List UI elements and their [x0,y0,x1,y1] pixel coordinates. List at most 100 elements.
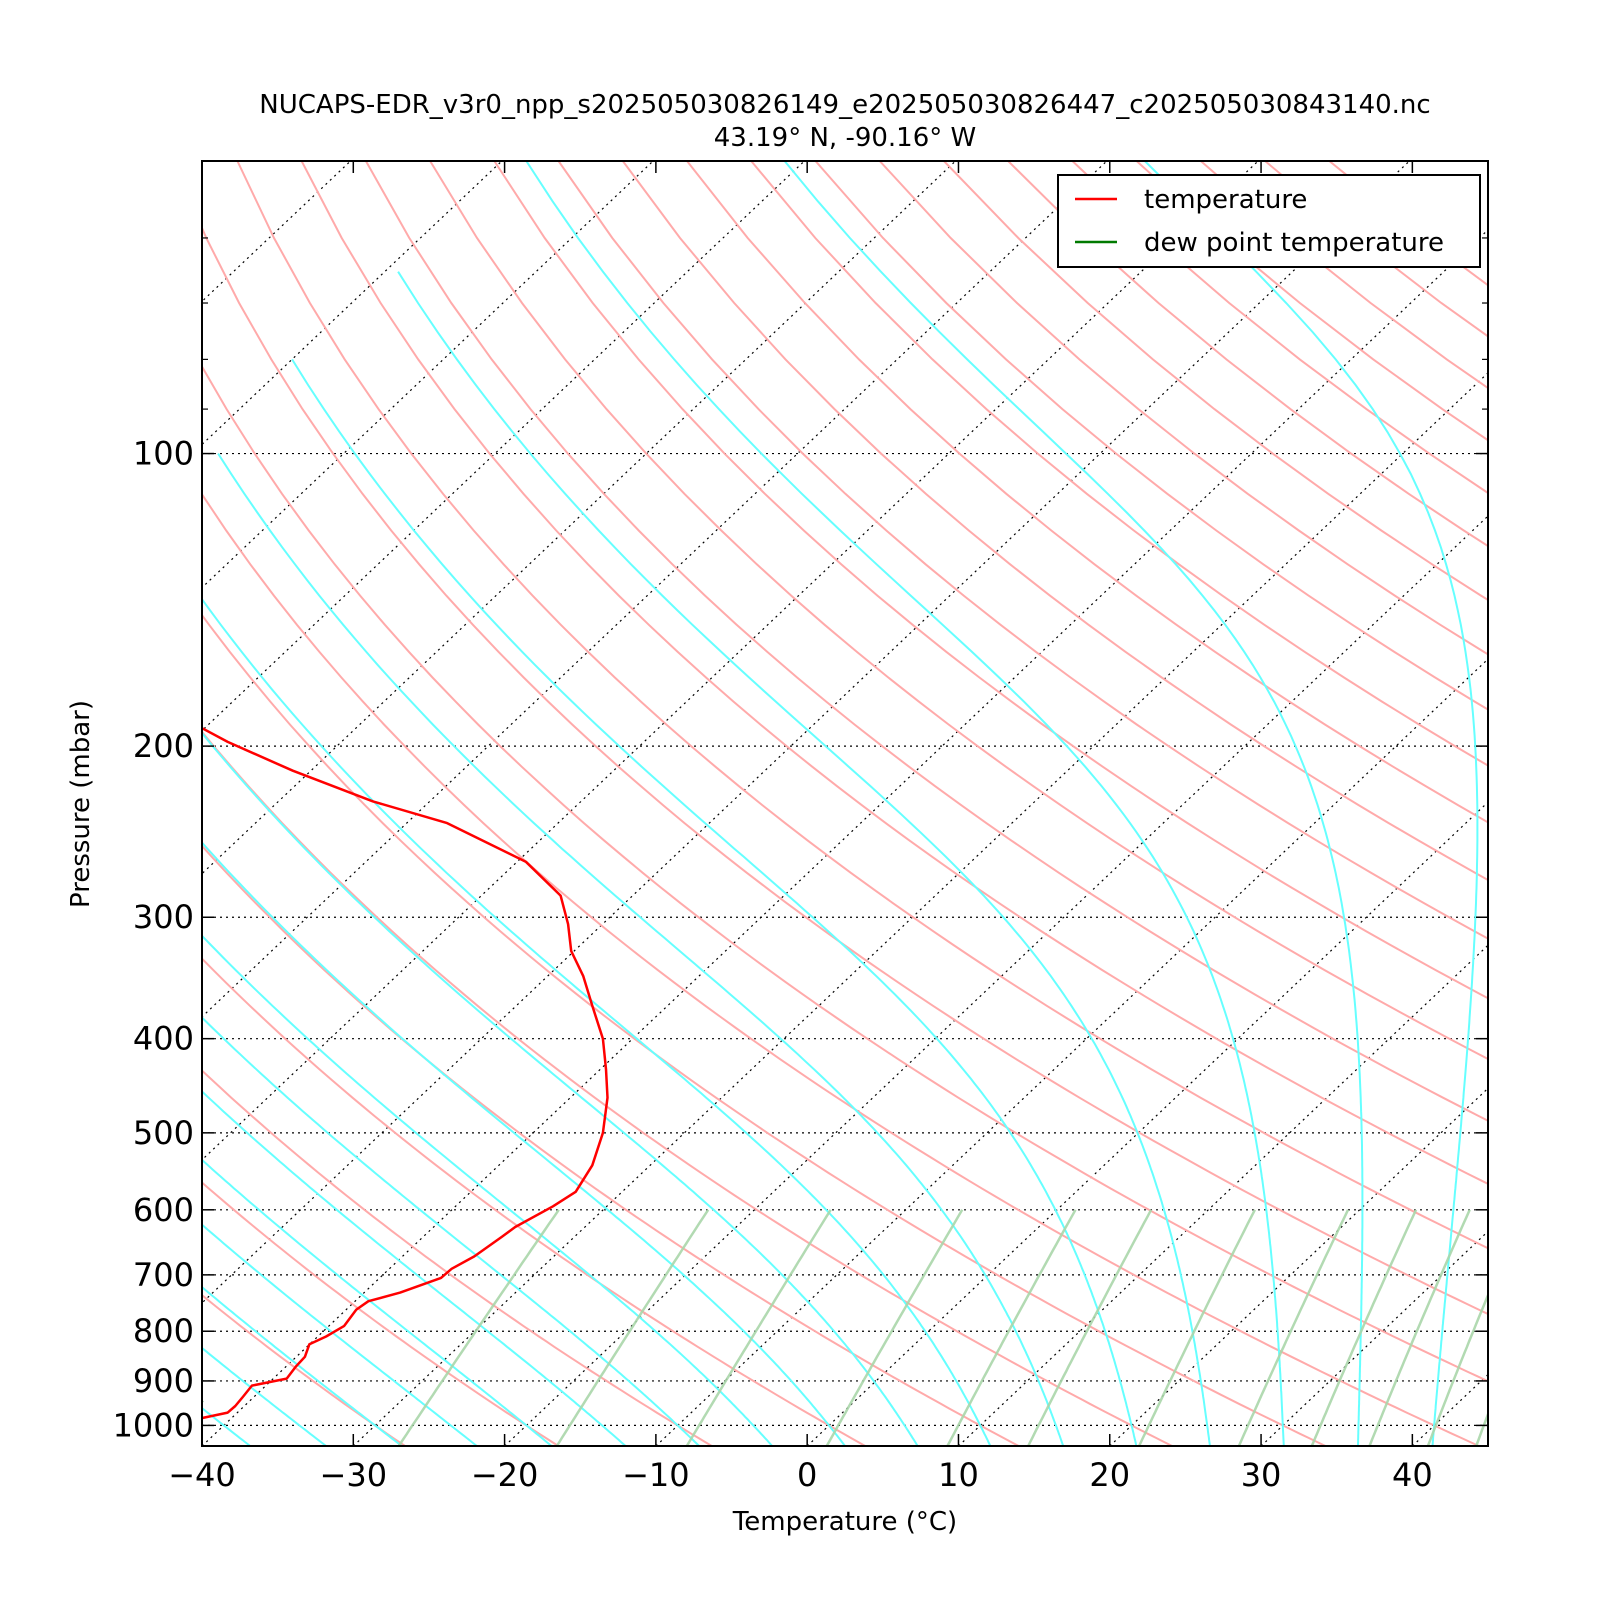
y-axis-label: Pressure (mbar) [66,700,96,908]
x-axis-ticks: −40 −30 −20 −10 0 10 20 30 40 [168,161,1433,1494]
moist-adiabat-line [202,1346,327,1446]
mixing-ratio-line [1368,1209,1471,1446]
dry-adiabat-line [493,161,1488,1000]
mixing-ratio-line [1137,1209,1257,1446]
mixing-ratio-line [1027,1209,1153,1446]
dry-adiabat-line [814,161,1488,711]
y-axis-ticks: 100 200 300 400 500 600 700 800 900 1000 [113,237,1488,1444]
y-tick-label: 900 [133,1362,194,1400]
moist-adiabat-line [783,161,1364,1446]
moist-adiabat-line [202,1158,553,1446]
profile-lines [202,726,609,1420]
dry-adiabat-line [202,957,866,1446]
dry-adiabat-line [202,492,1480,1446]
x-tick-label: 0 [797,1456,817,1494]
legend-label-dewpoint: dew point temperature [1144,228,1444,258]
x-tick-label: −20 [471,1456,539,1494]
dry-adiabat-line [365,161,1488,1122]
mixing-ratio-line [685,1209,832,1446]
dry-adiabat-line [1007,161,1488,548]
y-tick-label: 200 [133,727,194,765]
dry-adiabat-line [202,1293,406,1446]
legend-box [1057,174,1481,268]
mixing-ratio-line [1310,1209,1418,1446]
x-tick-label: 40 [1392,1456,1433,1494]
dewpoint-line [202,1400,204,1404]
chart-title: NUCAPS-EDR_v3r0_npp_s202505030826149_e20… [259,90,1430,120]
mixing-ratio-line [555,1209,710,1446]
dry-adiabat-line [202,364,1488,1383]
moist-adiabat-line [202,1285,403,1446]
moist-adiabat-line [1507,161,1600,1446]
mixing-ratio-line [946,1209,1077,1446]
moist-adiabat-line [202,1406,251,1446]
dry-adiabat-line [202,613,1326,1446]
x-tick-label: 30 [1241,1456,1282,1494]
moist-adiabat-line [202,1223,478,1446]
dry-adiabat-line [686,161,1488,824]
dry-adiabat-line [202,1069,713,1446]
isotherm-line [0,161,48,1446]
legend: temperature dew point temperature [1057,174,1481,268]
y-tick-label: 800 [133,1312,194,1350]
moist-adiabat-line [202,1090,627,1446]
x-tick-label: −40 [168,1456,236,1494]
plot-frame [201,160,1489,1447]
legend-label-temperature: temperature [1144,185,1307,215]
x-axis-label: Temperature (°C) [732,1507,957,1537]
isotherm-line [1260,1230,1488,1446]
isotherm-line [352,372,1488,1446]
chart-subtitle: 43.19° N, -90.16° W [714,123,976,153]
dry-adiabat-line [557,161,1488,940]
moist-adiabat-line [202,934,773,1446]
isotherm-line [202,161,1259,1161]
y-tick-label: 600 [133,1191,194,1229]
x-tick-label: −10 [622,1456,690,1494]
moist-adiabat-line [217,453,1065,1446]
moist-adiabat-line [1144,161,1479,1446]
dry-adiabat-line [202,225,1488,1316]
dry-adiabat-line [1200,161,1488,390]
y-tick-label: 1000 [113,1406,194,1444]
dry-adiabat-line [1328,161,1488,287]
y-tick-label: 400 [133,1020,194,1058]
background-lines [0,161,1600,1446]
moist-adiabat-line [202,731,919,1446]
moist-adiabat-line [397,271,1211,1446]
y-tick-label: 100 [133,435,194,473]
isotherm-line [202,161,351,303]
dry-adiabat-line [1071,161,1488,495]
dry-adiabat-line [1264,161,1488,338]
isotherm-line [958,944,1488,1446]
dry-adiabat-line [202,730,1173,1446]
dry-adiabat-line [300,161,1488,1185]
dry-adiabat-line [1135,161,1488,442]
x-tick-label: −30 [320,1456,388,1494]
moist-adiabat-line [291,358,1138,1446]
moist-adiabat-line [202,1016,700,1446]
dry-adiabat-line [202,844,1020,1446]
x-tick-label: 10 [938,1456,979,1494]
dry-adiabat-line [236,161,1488,1250]
isotherm-line [202,161,1108,1018]
mixing-ratio-line [397,1209,560,1446]
mixing-ratio-line [1475,1410,1488,1446]
moist-adiabat-line [202,841,846,1446]
temperature-line [202,726,609,1420]
x-tick-label: 20 [1089,1456,1130,1494]
isotherm-line [1564,161,1600,1446]
isotherm-line [0,161,199,1446]
mixing-ratio-line [1426,1291,1488,1446]
moist-adiabat-line [525,161,1285,1446]
mixing-ratio-line [1237,1209,1350,1446]
moist-adiabat-line [202,597,992,1446]
mixing-ratio-line [825,1209,964,1446]
y-tick-label: 300 [133,898,194,936]
isotherm-line [202,161,1410,1304]
y-tick-label: 500 [133,1114,194,1152]
dry-adiabat-line [429,161,1488,1061]
y-tick-label: 700 [133,1256,194,1294]
dry-adiabat-line [878,161,1488,656]
dry-adiabat-line [621,161,1488,882]
